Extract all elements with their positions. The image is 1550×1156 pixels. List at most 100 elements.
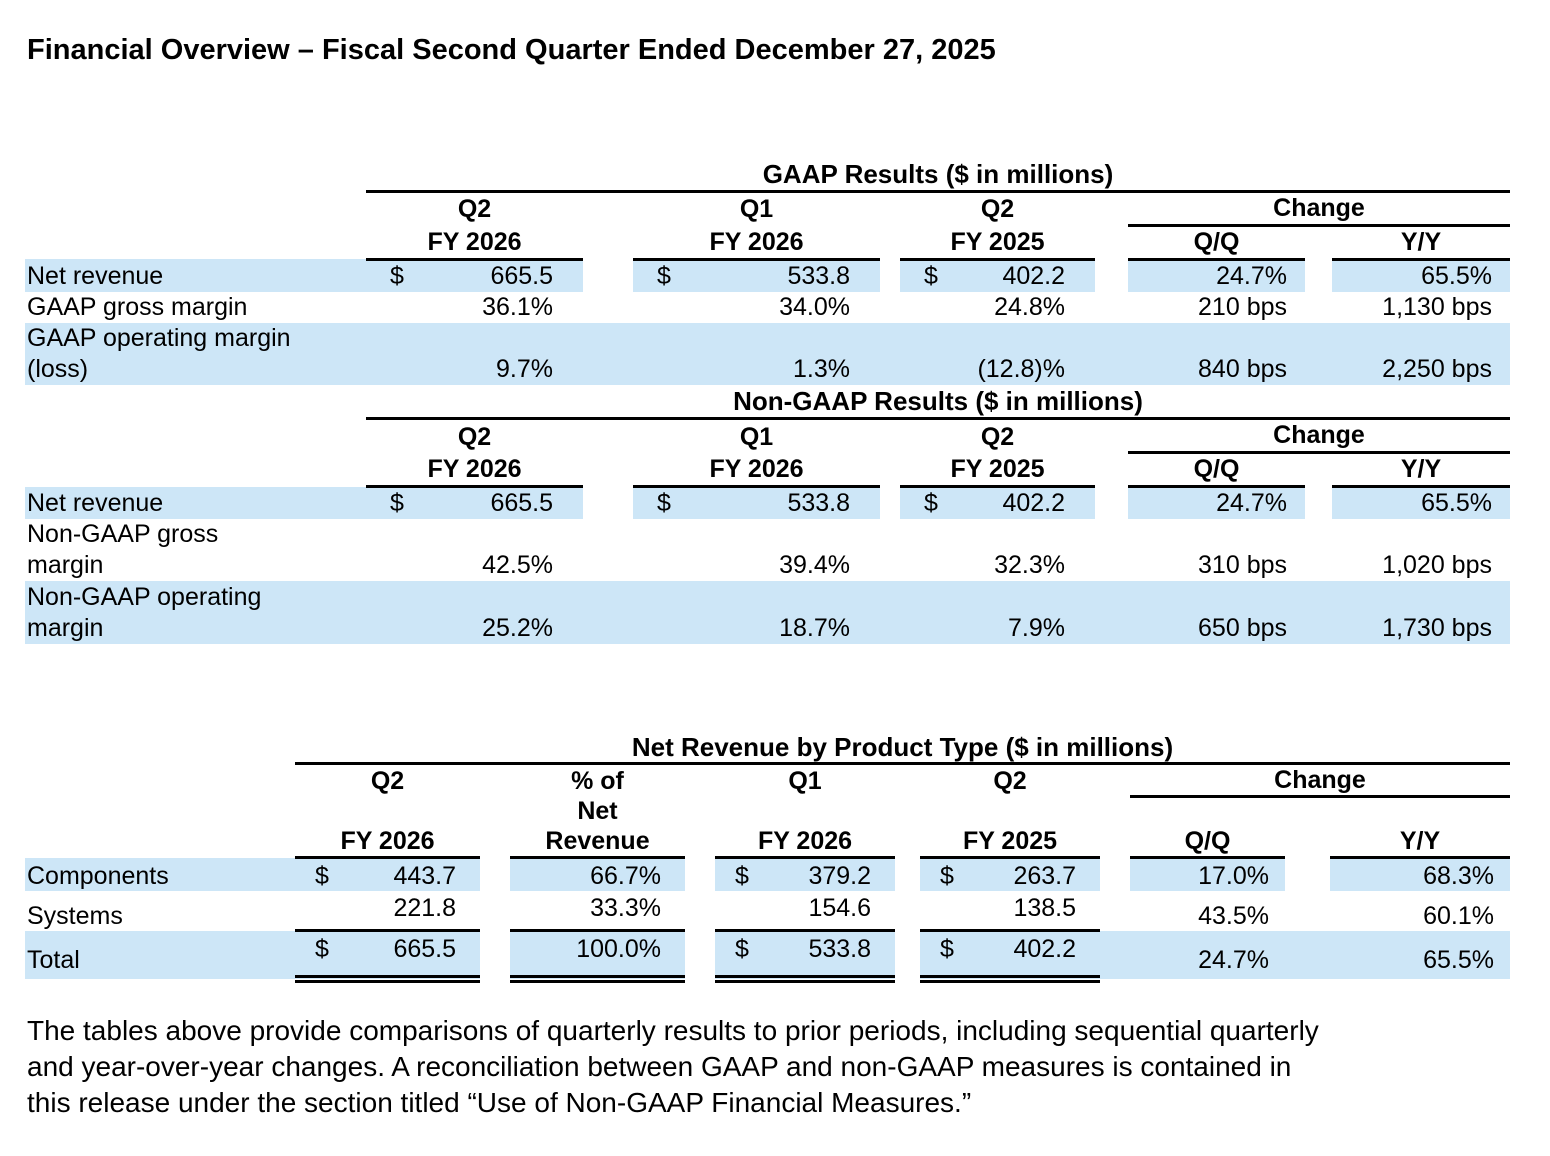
value-cell: $533.8 [715, 930, 895, 983]
table-row: GAAP gross margin 36.1% 34.0% 24.8% 210 … [25, 292, 1510, 323]
spacer-cell [583, 419, 633, 453]
spacer-cell [583, 486, 633, 519]
change-yy-cell: 1,130 bps [1382, 292, 1492, 321]
table-row: Net revenue $665.5 $533.8 $402.2 24.7% 6… [25, 486, 1510, 519]
spacer-cell [895, 857, 920, 891]
spacer-cell [583, 191, 633, 225]
spacer-cell [1305, 581, 1332, 644]
value: 443.7 [393, 861, 456, 890]
spacer-cell [480, 763, 510, 796]
col-header-q2: Q2 [457, 195, 492, 223]
table-title: GAAP Results ($ in millions) [366, 157, 1510, 193]
spacer-cell [480, 891, 510, 931]
change-yy-cell: 2,250 bps [1332, 322, 1510, 385]
value-cell: $533.8 [633, 259, 880, 292]
value-cell: $665.5 [295, 930, 480, 983]
fiscal-year-header-row: FY 2026 Net Revenue FY 2026 FY 2025 Q/Q … [25, 796, 1510, 859]
currency-symbol: $ [735, 935, 749, 963]
page-title: Financial Overview – Fiscal Second Quart… [27, 34, 996, 66]
spacer-cell [1305, 322, 1332, 385]
row-label: GAAP gross margin [27, 292, 248, 321]
spacer-cell [880, 322, 900, 385]
spacer-cell [1305, 519, 1332, 581]
change-qq-cell: 650 bps [1128, 581, 1305, 644]
row-label: Non-GAAP operating margin [25, 581, 366, 644]
change-qq-cell: 43.5% [1198, 901, 1269, 930]
gaap-results-table: GAAP Results ($ in millions) Q2 Q1 Q2 Ch… [25, 157, 1510, 385]
spacer-cell [880, 259, 900, 292]
fiscal-year-header-row: FY 2026 FY 2026 FY 2025 Q/Q Y/Y [25, 225, 1510, 261]
row-label: Systems [27, 901, 123, 930]
empty-cell [25, 191, 366, 225]
subheader-yy: Y/Y [1332, 452, 1510, 488]
value: 533.8 [808, 935, 871, 963]
value-cell: 138.5 [920, 890, 1100, 932]
spacer-cell [685, 796, 715, 858]
spacer-cell [880, 191, 900, 225]
change-yy-cell: 65.5% [1332, 259, 1510, 292]
value: 263.7 [1013, 861, 1076, 890]
change-qq-cell: 17.0% [1130, 857, 1285, 891]
spacer-cell [1095, 292, 1128, 323]
value-cell: 9.7% [366, 322, 583, 385]
empty-cell [25, 157, 366, 191]
currency-symbol: $ [390, 489, 404, 517]
change-yy-cell: 1,020 bps [1382, 551, 1492, 579]
value-cell: 39.4% [779, 551, 850, 579]
currency-symbol: $ [735, 861, 749, 890]
subheader-fy2026-q1: FY 2026 [633, 452, 880, 488]
value-cell: (12.8)% [900, 322, 1095, 385]
value-cell: 33.3% [510, 890, 685, 932]
table-title: Net Revenue by Product Type ($ in millio… [295, 731, 1510, 765]
spacer-cell [583, 292, 633, 323]
spacer-cell [1100, 930, 1130, 979]
value-cell: 7.9% [900, 581, 1095, 644]
spacer-cell [1095, 581, 1128, 644]
change-yy-cell: 60.1% [1423, 901, 1494, 930]
spacer-cell [895, 796, 920, 858]
subheader-fy2026: FY 2026 [366, 452, 583, 488]
change-qq-cell: 24.7% [1128, 259, 1305, 292]
empty-cell [25, 731, 295, 763]
spacer-cell [1095, 191, 1128, 225]
subheader-fy2026: FY 2026 [295, 796, 480, 859]
subheader-yy: Y/Y [1330, 796, 1510, 859]
col-header-pct: % of [571, 767, 624, 795]
spacer-cell [1305, 259, 1332, 292]
spacer-cell [1095, 322, 1128, 385]
currency-symbol: $ [940, 861, 954, 890]
row-label: Net revenue [25, 259, 366, 292]
spacer-cell [1095, 519, 1128, 581]
table-title-row: GAAP Results ($ in millions) [25, 157, 1510, 193]
empty-cell [25, 796, 295, 858]
subheader-fy2026-q1: FY 2026 [715, 796, 895, 859]
col-header-q2-prior: Q2 [980, 422, 1015, 451]
value-cell: 36.1% [482, 292, 553, 321]
col-header-q2-prior: Q2 [993, 767, 1027, 795]
subheader-fy2025: FY 2025 [920, 796, 1100, 859]
table-title-row: Net Revenue by Product Type ($ in millio… [25, 731, 1510, 765]
col-header-q2-prior: Q2 [980, 195, 1015, 223]
spacer-cell [1305, 486, 1332, 519]
spacer-cell [1095, 419, 1128, 453]
spacer-cell [1285, 857, 1330, 891]
value-cell: $379.2 [715, 857, 895, 891]
spacer-cell [1100, 796, 1130, 858]
spacer-cell [583, 519, 633, 581]
value-cell: 24.8% [994, 292, 1065, 321]
table-row: Components $443.7 66.7% $379.2 $263.7 17… [25, 857, 1510, 891]
change-qq-cell: 24.7% [1130, 930, 1285, 979]
spacer-cell [685, 891, 715, 931]
change-yy-cell: 1,730 bps [1332, 581, 1510, 644]
spacer-cell [1285, 930, 1330, 979]
col-header-change: Change [1128, 418, 1510, 454]
subheader-qq: Q/Q [1130, 796, 1285, 859]
currency-symbol: $ [657, 489, 671, 517]
spacer-cell [1305, 453, 1332, 487]
value-cell: $263.7 [920, 857, 1100, 891]
value: 665.5 [490, 261, 553, 290]
spacer-cell [480, 796, 510, 858]
period-header-row: Q2 Q1 Q2 Change [25, 191, 1510, 227]
value-cell: 42.5% [482, 551, 553, 579]
col-header-change: Change [1130, 763, 1510, 798]
